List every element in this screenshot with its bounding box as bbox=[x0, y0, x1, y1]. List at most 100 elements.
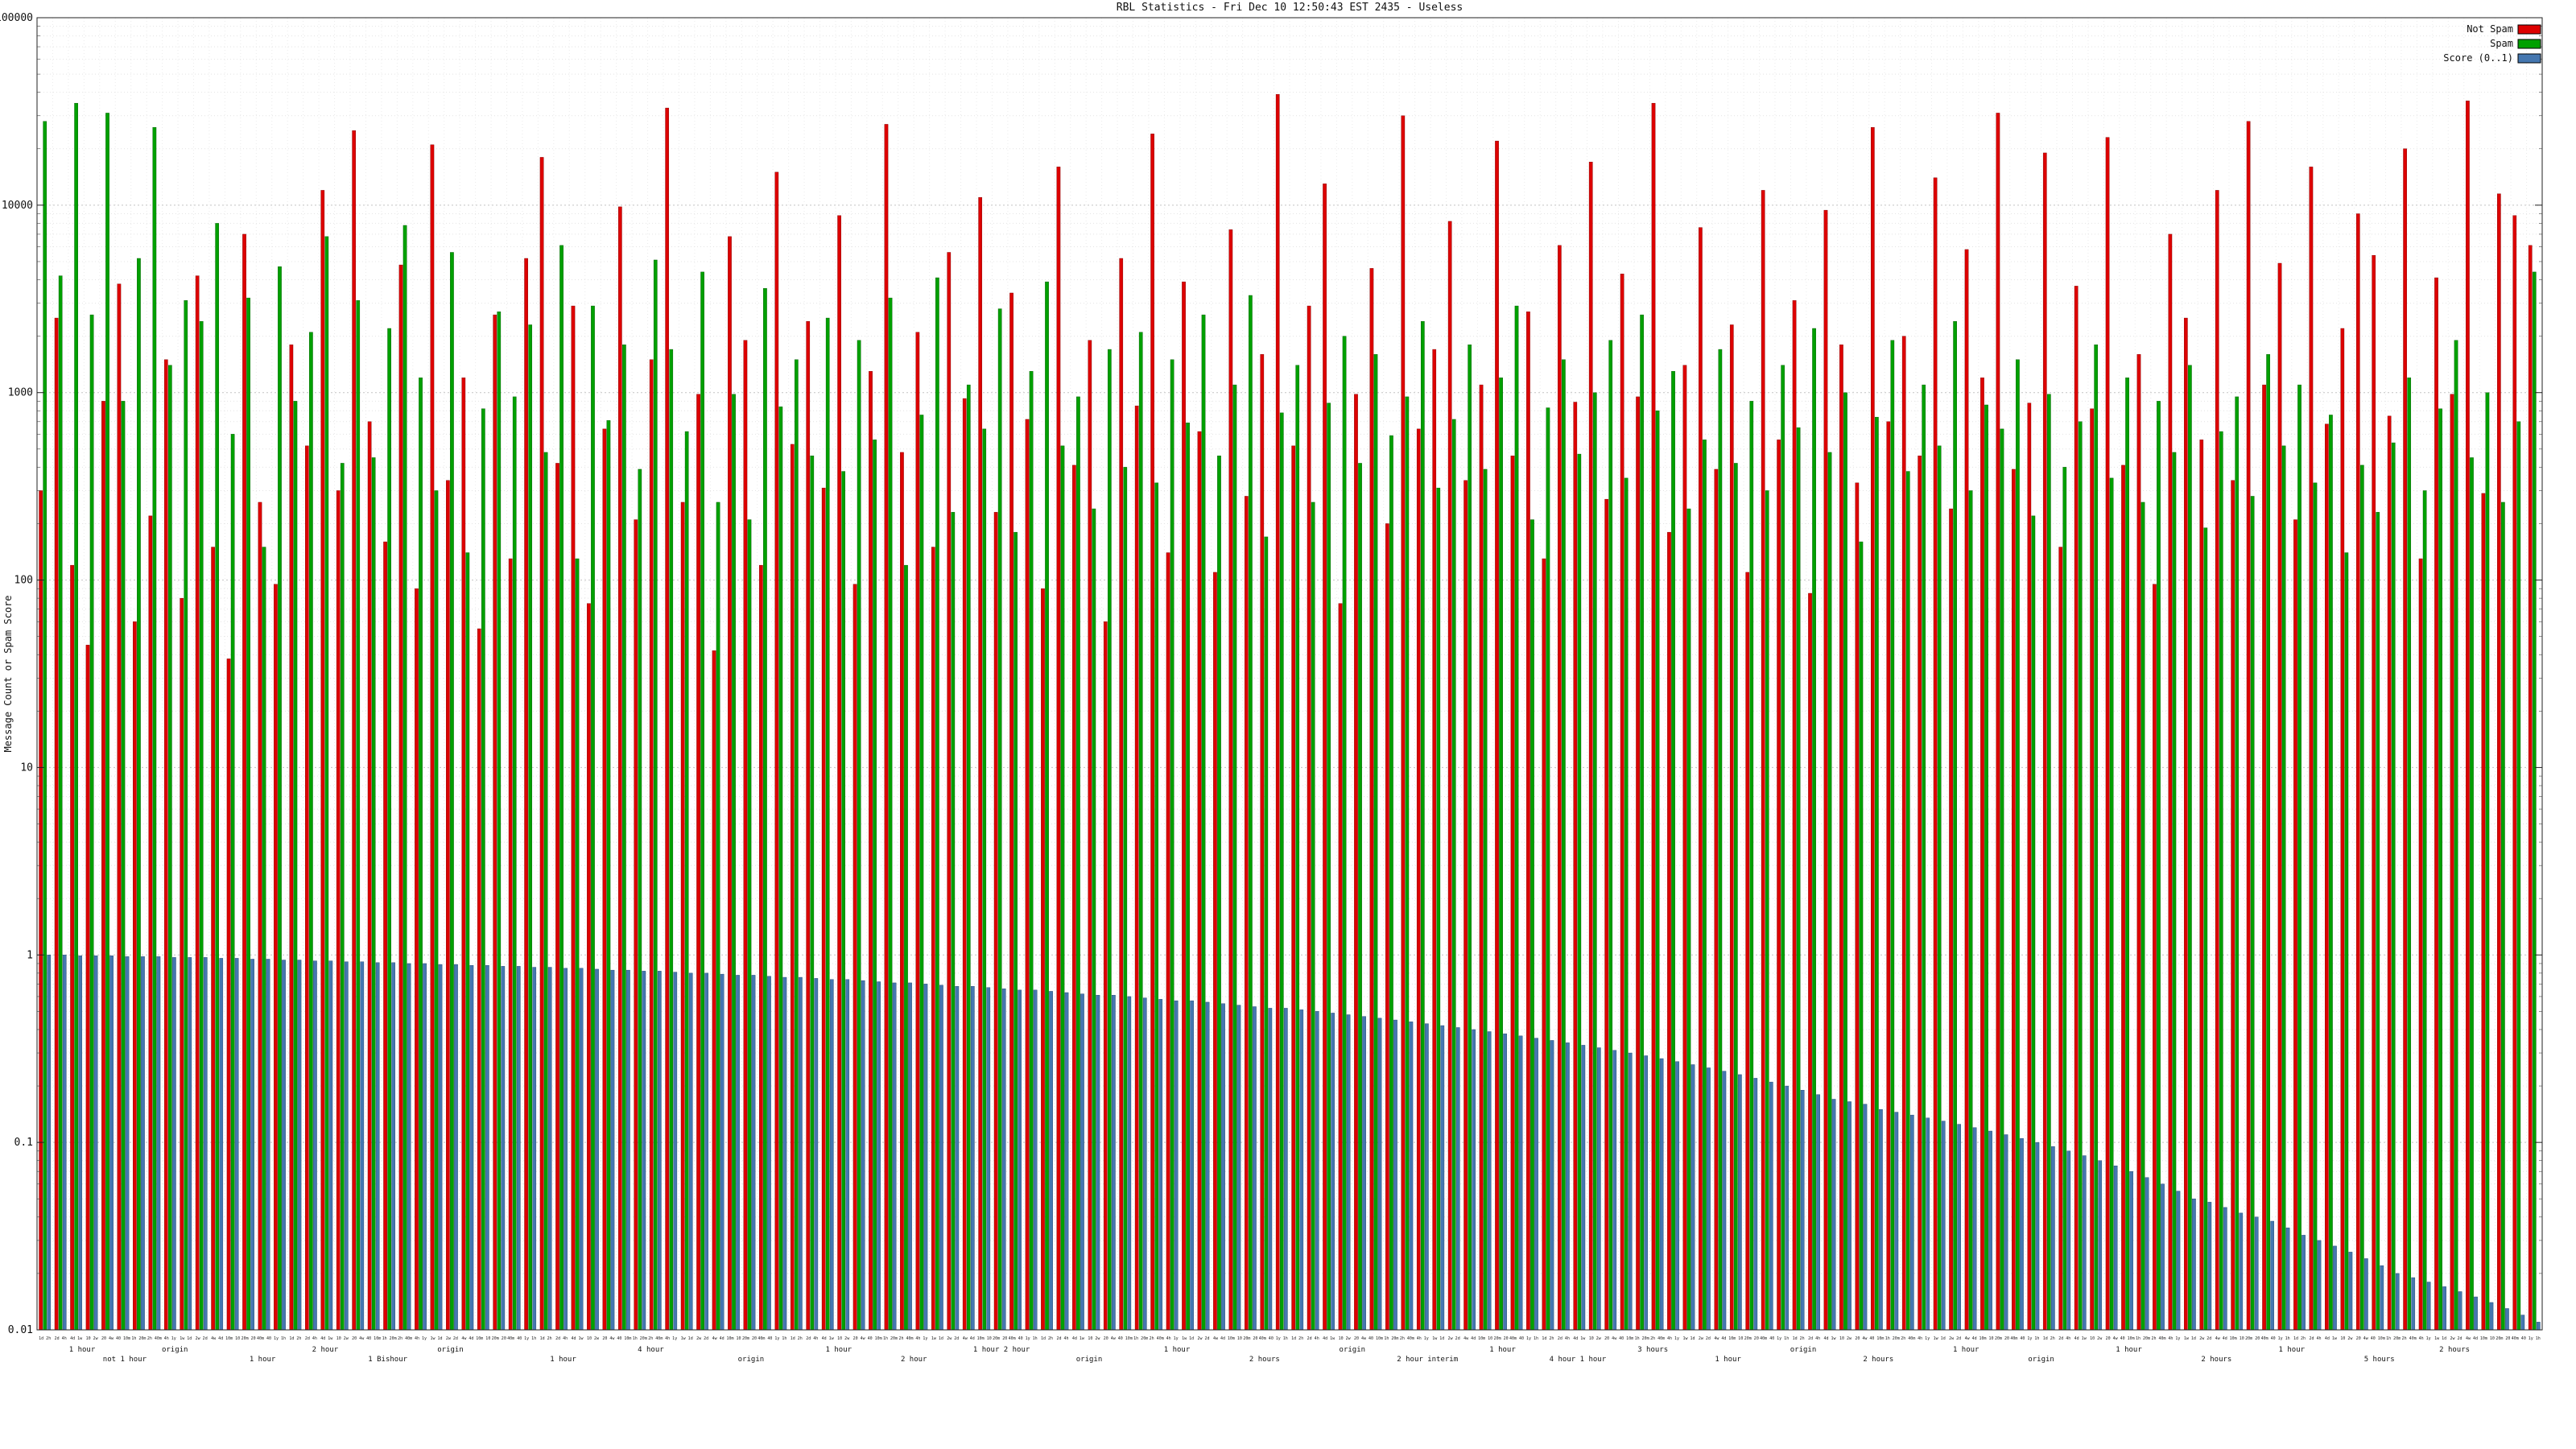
bar-not-spam bbox=[1260, 353, 1265, 1331]
x-tick-label: 1y 1h bbox=[1526, 1336, 1538, 1341]
bar-spam bbox=[919, 415, 924, 1331]
bar-not-spam bbox=[617, 206, 622, 1331]
x-group-label: 2 hours bbox=[2201, 1356, 2231, 1364]
x-group-label: 2 hours bbox=[1863, 1356, 1893, 1364]
bar-spam bbox=[810, 456, 815, 1331]
x-group-label: 4 hour 1 hour bbox=[1550, 1356, 1607, 1364]
bar-group bbox=[2027, 402, 2040, 1331]
bar-not-spam bbox=[1119, 258, 1124, 1331]
bar-spam bbox=[2329, 415, 2333, 1331]
bar-not-spam bbox=[1777, 440, 1781, 1331]
bar-not-spam bbox=[1275, 94, 1280, 1331]
x-tick-label: 20 4w bbox=[853, 1336, 866, 1341]
x-group-label: 2 hours bbox=[1249, 1356, 1280, 1364]
bar-spam bbox=[58, 275, 63, 1331]
x-group-label: 1 hour bbox=[1715, 1356, 1741, 1364]
bar-spam bbox=[684, 431, 689, 1331]
bar-not-spam bbox=[163, 359, 168, 1331]
bar-spam bbox=[2344, 552, 2349, 1331]
x-tick-label: 4h 1y bbox=[415, 1336, 427, 1341]
bar-not-spam bbox=[2481, 493, 2486, 1331]
bar-spam bbox=[1076, 396, 1080, 1331]
bar-spam bbox=[825, 317, 830, 1331]
bar-not-spam bbox=[2325, 423, 2329, 1331]
bar-not-spam bbox=[1667, 531, 1671, 1331]
bar-not-spam bbox=[1009, 292, 1013, 1331]
bar-spam bbox=[559, 245, 564, 1331]
x-tick-label: 1y 1h bbox=[2278, 1336, 2290, 1341]
bar-score bbox=[250, 959, 254, 1331]
bar-spam bbox=[1279, 412, 1284, 1331]
bar-spam bbox=[1968, 490, 1973, 1331]
bar-score bbox=[1644, 1055, 1649, 1331]
bar-not-spam bbox=[2262, 384, 2266, 1331]
bar-not-spam bbox=[759, 564, 763, 1331]
bar-score bbox=[423, 963, 427, 1331]
legend-swatch bbox=[2517, 24, 2541, 35]
bar-spam bbox=[215, 223, 220, 1331]
bar-spam bbox=[2000, 428, 2004, 1331]
x-tick-label: 4h 1y bbox=[1166, 1336, 1179, 1341]
x-group-label: 2 hour bbox=[901, 1356, 927, 1364]
x-tick-label: 1h 20m bbox=[1133, 1336, 1148, 1341]
x-tick-label: 2d 4h bbox=[1056, 1336, 1068, 1341]
bar-score bbox=[2254, 1216, 2259, 1331]
bar-not-spam bbox=[1980, 378, 1984, 1331]
bar-score bbox=[814, 978, 819, 1331]
bar-not-spam bbox=[1526, 312, 1530, 1331]
x-tick-label: 20 4w bbox=[1354, 1336, 1367, 1341]
bar-not-spam bbox=[962, 398, 967, 1331]
bar-score bbox=[2176, 1191, 2181, 1331]
bar-score bbox=[391, 962, 396, 1331]
bar-spam bbox=[653, 259, 658, 1331]
bar-spam bbox=[121, 401, 126, 1331]
bar-score bbox=[1487, 1031, 1492, 1331]
bar-score bbox=[1722, 1071, 1727, 1331]
bar-score bbox=[282, 960, 286, 1331]
bar-not-spam bbox=[1901, 336, 1906, 1331]
bar-not-spam bbox=[1479, 384, 1484, 1331]
x-group-label: 3 hours bbox=[1637, 1346, 1668, 1354]
x-tick-label: 2h 40m bbox=[1150, 1336, 1164, 1341]
bar-not-spam bbox=[2027, 402, 2032, 1331]
x-tick-label: 2w 2d bbox=[446, 1336, 458, 1341]
x-tick-label: 10 2w bbox=[336, 1336, 349, 1341]
bar-score bbox=[62, 955, 67, 1331]
bar-score bbox=[188, 957, 192, 1331]
x-tick-label: 2d 4h bbox=[1307, 1336, 1319, 1341]
bar-spam bbox=[2188, 365, 2192, 1331]
x-tick-label: 4d 1w bbox=[320, 1336, 333, 1341]
bar-score bbox=[156, 956, 161, 1331]
bar-not-spam bbox=[180, 597, 184, 1331]
bar-not-spam bbox=[649, 359, 654, 1331]
bar-not-spam bbox=[320, 190, 325, 1331]
bar-not-spam bbox=[1182, 281, 1186, 1331]
x-tick-label: 1w 1d bbox=[931, 1336, 943, 1341]
bar-not-spam bbox=[1855, 482, 1860, 1331]
bar-score bbox=[297, 960, 302, 1331]
bar-score bbox=[1127, 996, 1132, 1331]
bar-score bbox=[469, 965, 474, 1331]
bar-score bbox=[2364, 1258, 2368, 1331]
bar-score bbox=[2223, 1207, 2227, 1331]
bar-score bbox=[219, 958, 224, 1331]
bar-not-spam bbox=[947, 252, 952, 1331]
bar-score bbox=[1221, 1003, 1225, 1331]
x-tick-label: 40m 40 bbox=[758, 1336, 772, 1341]
bar-not-spam bbox=[1354, 394, 1358, 1331]
x-tick-label: 1y 1h bbox=[1276, 1336, 1288, 1341]
x-tick-label: 4h 1y bbox=[1918, 1336, 1930, 1341]
x-group-label: origin bbox=[1790, 1346, 1817, 1354]
bar-not-spam bbox=[1166, 552, 1170, 1331]
bar-spam bbox=[528, 324, 533, 1331]
bar-not-spam bbox=[446, 480, 450, 1331]
x-tick-label: 4d 1w bbox=[822, 1336, 835, 1341]
bar-not-spam bbox=[1025, 419, 1030, 1331]
bar-score bbox=[125, 956, 130, 1331]
bar-group bbox=[1495, 140, 1507, 1331]
bar-spam bbox=[794, 359, 799, 1331]
x-tick-label: 1w 1d bbox=[1432, 1336, 1444, 1341]
bar-spam bbox=[1327, 402, 1331, 1331]
bar-not-spam bbox=[696, 394, 700, 1331]
bar-spam bbox=[1686, 508, 1691, 1331]
